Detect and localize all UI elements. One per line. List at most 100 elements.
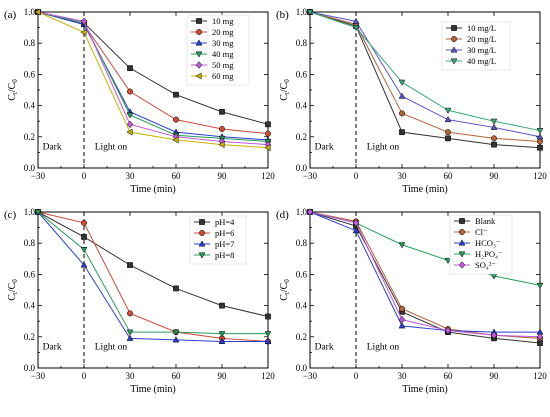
x-tick-label: 120 [533,371,547,381]
data-point [126,334,134,341]
data-point [218,331,226,338]
data-point [352,219,360,227]
legend-label: 30 mg/L [467,45,496,55]
legend-marker [458,251,466,258]
legend-label: HCO₃⁻ [475,238,501,248]
data-point [173,91,179,98]
legend-label: 40 mg [212,49,234,59]
data-point [81,219,87,226]
data-point [172,329,180,336]
data-point [127,65,133,72]
series-line [309,11,541,138]
y-tick-label: 0.6 [296,69,308,79]
data-point [352,25,360,32]
data-point [398,315,406,324]
y-tick-label: 0.8 [296,38,308,48]
y-tick-label: 1.0 [296,7,308,17]
legend-marker [198,252,206,259]
legend-label: 20 mg [212,27,234,37]
data-point [444,116,452,123]
y-tick-label: 0.0 [296,363,308,373]
light-on-annotation: Light on [95,342,128,352]
data-point [219,126,225,132]
y-tick-label: 1.0 [24,207,36,217]
data-point [491,141,497,148]
x-tick-label: −30 [303,171,318,181]
legend-label: Cl⁻ [475,227,488,237]
legend-marker [196,29,202,35]
y-axis-label: Ct/C0 [7,79,19,101]
series-line [37,11,269,142]
data-point [445,129,451,136]
data-point [265,130,271,137]
legend-marker [199,219,205,225]
legend-label: 60 mg [212,71,234,81]
x-tick-label: 30 [398,371,408,381]
data-point [127,88,133,95]
y-tick-label: 0.0 [24,363,36,373]
legend-marker [195,72,202,80]
series-line [309,211,541,338]
data-point [537,138,543,145]
series-3 [34,209,272,338]
legend-marker [450,58,458,65]
data-point [352,17,360,24]
y-axis-label: Ct/C0 [7,279,19,301]
x-tick-label: 30 [126,171,136,181]
data-point [172,136,179,144]
legend: pH=4pH=6pH=7pH=8 [189,215,247,265]
legend-label: 20 mg/L [467,34,496,44]
data-point [80,17,88,26]
data-point [490,331,498,340]
x-tick-label: 0 [82,371,87,381]
y-axis-label: Ct/C0 [279,79,291,101]
dark-annotation: Dark [315,342,334,352]
legend-label: pH=8 [215,250,234,260]
y-tick-label: 0.4 [296,301,308,311]
legend-label: Blank [475,216,496,226]
y-tick-label: 0.2 [296,132,307,142]
chart-panel-a: −30 0 30 60 90 120 0.0 0.2 0.4 0.6 0.8 1.0 Time (min… [4,7,275,195]
x-tick-label: 0 [82,171,87,181]
x-axis-label: Time (min) [130,384,175,395]
legend-label: H₂PO₄⁻ [475,249,503,259]
dark-annotation: Dark [43,342,62,352]
y-tick-label: 0.4 [24,301,36,311]
series-line [37,11,269,149]
legend-marker [195,51,203,58]
y-tick-label: 0.2 [24,132,35,142]
data-point [173,285,179,292]
data-point [444,257,452,264]
data-point [80,261,88,268]
x-tick-label: 120 [261,371,275,381]
data-point [127,262,133,268]
data-point [399,305,405,312]
legend-marker [198,240,206,247]
dark-annotation: Dark [43,142,62,152]
y-tick-label: 0.6 [24,269,36,279]
data-point [173,116,179,123]
y-tick-label: 0.8 [296,238,308,248]
series-line [37,11,269,141]
legend-label: 10 mg [212,16,234,26]
dark-annotation: Dark [315,142,334,152]
x-tick-label: 30 [126,371,136,381]
legend-label: 10 mg/L [467,23,496,33]
y-tick-label: 0.0 [296,163,308,173]
y-tick-label: 0.6 [24,69,36,79]
series-line [309,11,541,132]
x-tick-label: 90 [218,171,228,181]
legend-label: pH=6 [215,228,234,238]
data-point [398,92,406,99]
y-tick-label: 0.8 [24,238,36,248]
legend-marker [451,36,457,42]
x-tick-label: −30 [31,371,46,381]
legend-marker [195,39,203,46]
data-point [490,123,498,130]
data-point [536,133,544,140]
y-tick-label: 1.0 [24,7,36,17]
data-point [126,329,134,336]
panel-label: (c) [4,209,17,221]
